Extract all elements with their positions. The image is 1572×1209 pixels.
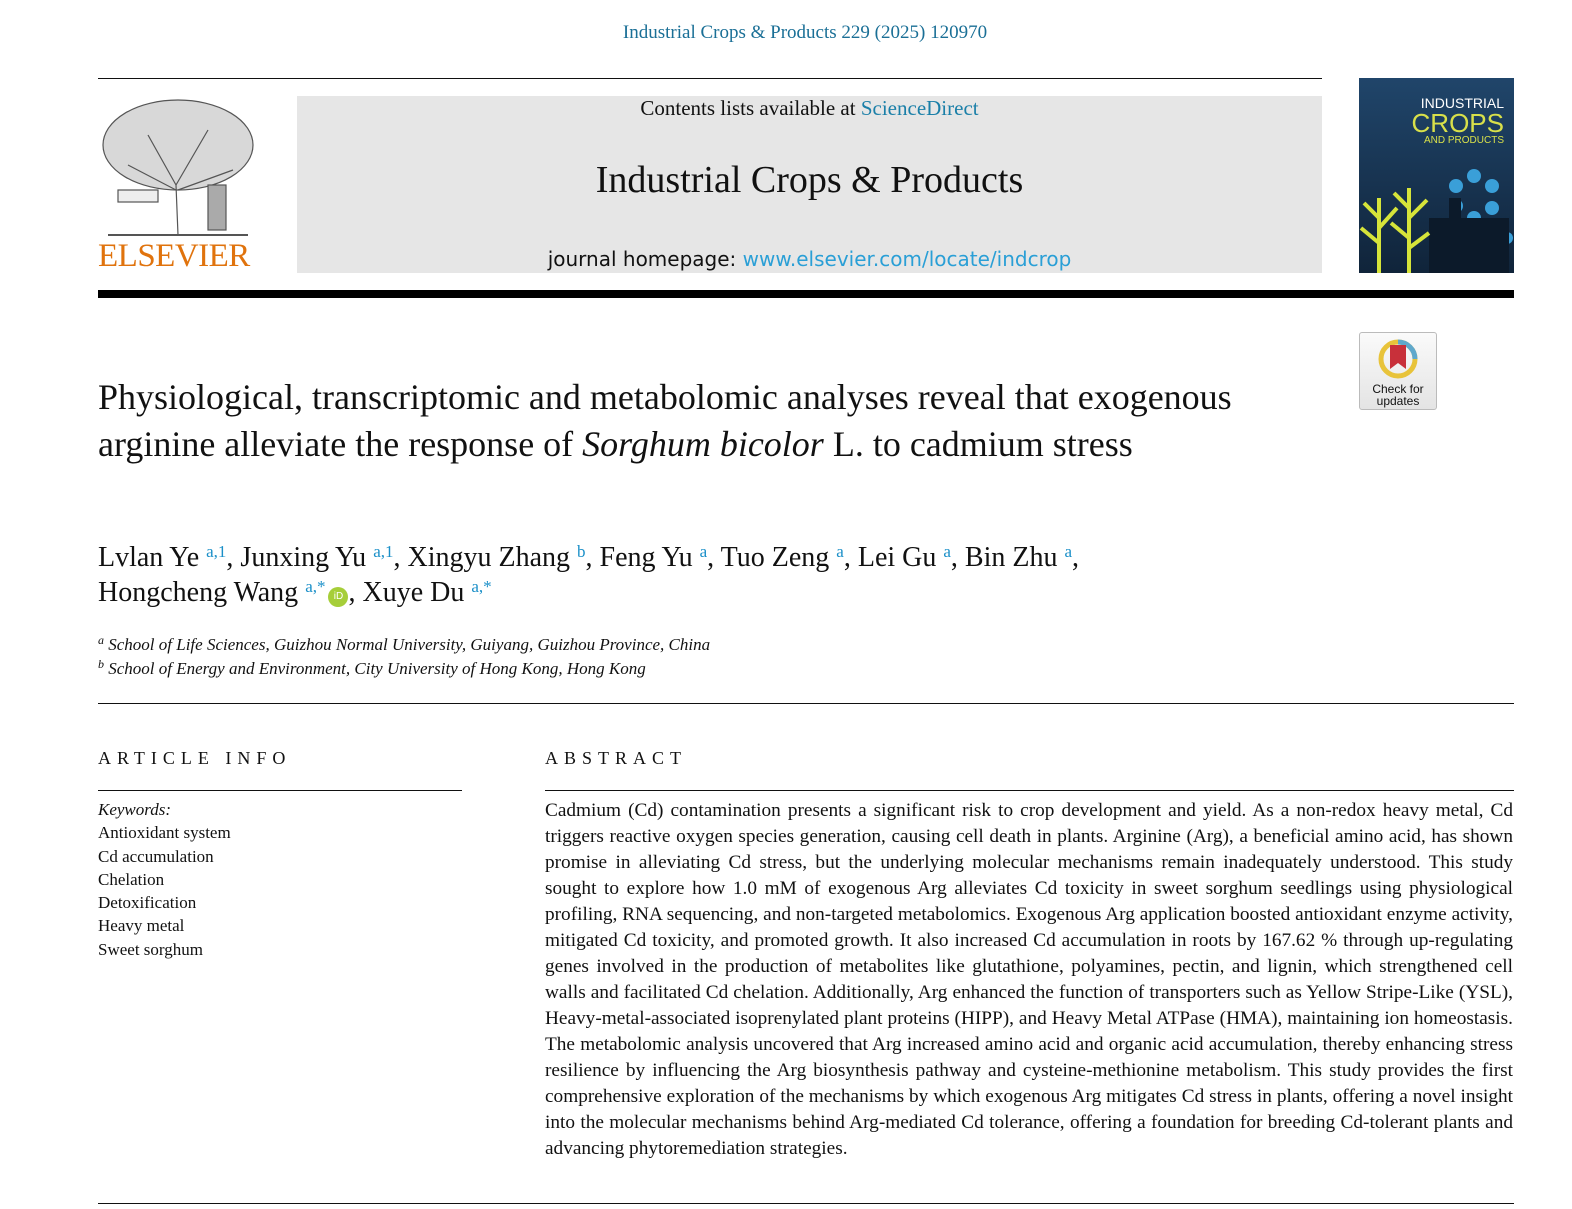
keywords-label: Keywords:	[98, 800, 172, 819]
cover-title-1: INDUSTRIAL	[1420, 95, 1504, 111]
homepage-link[interactable]: www.elsevier.com/locate/indcrop	[742, 247, 1072, 271]
article-info-heading: ARTICLE INFO	[98, 748, 292, 768]
publisher-name: ELSEVIER	[98, 238, 250, 274]
author[interactable]: Feng Yu a	[599, 542, 708, 573]
journal-banner: Contents lists available at ScienceDirec…	[297, 96, 1322, 273]
divider	[98, 703, 1514, 704]
keywords-section: Keywords: Antioxidant system Cd accumula…	[98, 798, 231, 961]
homepage-line: journal homepage: www.elsevier.com/locat…	[547, 247, 1072, 271]
elsevier-logo[interactable]: ELSEVIER	[98, 95, 258, 275]
author[interactable]: Lei Gu a	[857, 542, 951, 573]
affiliation: a School of Life Sciences, Guizhou Norma…	[98, 633, 711, 654]
author[interactable]: Hongcheng Wang a,*	[98, 577, 326, 608]
journal-cover[interactable]: INDUSTRIAL CROPS AND PRODUCTS	[1359, 78, 1514, 273]
author[interactable]: Junxing Yu a,1	[240, 542, 394, 573]
author[interactable]: Xingyu Zhang b	[407, 542, 586, 573]
author-list: Lvlan Ye a,1, Junxing Yu a,1, Xingyu Zha…	[98, 542, 1080, 608]
author[interactable]: Bin Zhu a	[964, 542, 1073, 573]
cover-title-3: AND PRODUCTS	[1423, 135, 1504, 146]
affiliation: b School of Energy and Environment, City…	[98, 657, 646, 678]
orcid-icon[interactable]: iD	[328, 587, 349, 607]
divider	[98, 790, 462, 791]
abstract-text: Cadmium (Cd) contamination presents a si…	[545, 800, 1513, 1159]
abstract-heading: ABSTRACT	[545, 748, 688, 768]
divider	[545, 790, 1514, 791]
keyword: Chelation	[98, 869, 165, 889]
keyword: Heavy metal	[98, 916, 185, 936]
cover-art-icon	[1359, 169, 1513, 273]
divider	[98, 1203, 1514, 1204]
author[interactable]: Tuo Zeng a	[720, 542, 844, 573]
keyword: Antioxidant system	[98, 823, 231, 843]
journal-reference[interactable]: Industrial Crops & Products 229 (2025) 1…	[622, 22, 988, 43]
affiliations: a School of Life Sciences, Guizhou Norma…	[98, 633, 710, 681]
keyword: Cd accumulation	[98, 846, 214, 866]
author[interactable]: Xuye Du a,*	[362, 577, 492, 608]
divider	[98, 78, 1322, 79]
sciencedirect-link[interactable]: ScienceDirect	[860, 96, 979, 120]
journal-title: Industrial Crops & Products	[595, 159, 1024, 201]
check-updates-label: Check for updates	[1372, 382, 1424, 408]
keyword: Detoxification	[98, 893, 197, 913]
check-for-updates-button[interactable]: Check for updates	[1359, 332, 1437, 410]
cover-title-2: CROPS	[1411, 108, 1504, 138]
bookmark-icon	[1378, 339, 1418, 379]
article-title: Physiological, transcriptomic and metabo…	[98, 377, 1232, 464]
keyword: Sweet sorghum	[98, 939, 203, 959]
tree-icon	[102, 99, 254, 236]
author[interactable]: Lvlan Ye a,1	[98, 542, 227, 573]
contents-line: Contents lists available at ScienceDirec…	[640, 96, 979, 120]
header-rule	[98, 290, 1514, 298]
